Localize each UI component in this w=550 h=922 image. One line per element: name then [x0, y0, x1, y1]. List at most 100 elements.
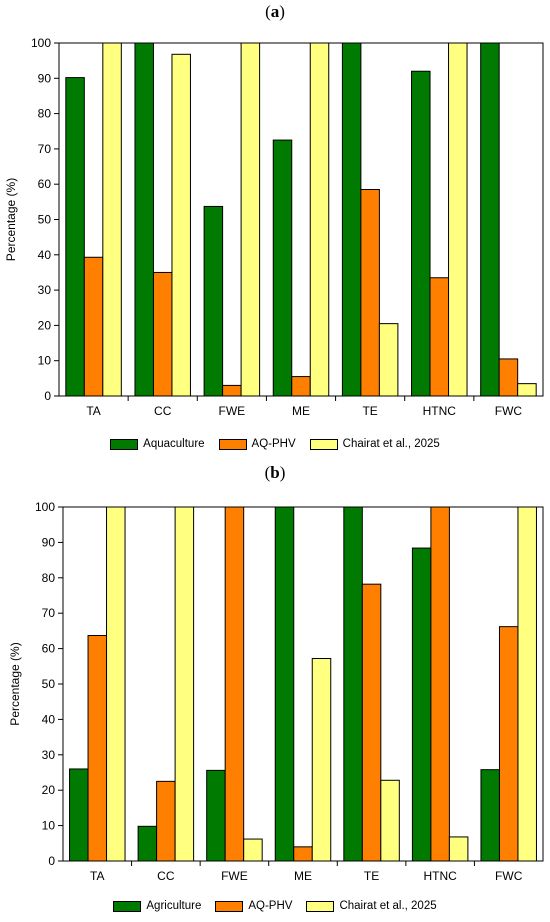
bar-aq-phv-htnc — [429, 277, 450, 397]
plot-frame — [58, 42, 544, 397]
x-tick-label: TE — [364, 869, 379, 883]
bar-aq-phv-te — [360, 188, 380, 397]
bar-agriculture-te — [343, 506, 363, 862]
bar-agriculture-fwc — [480, 769, 500, 862]
x-tick-label: CC — [154, 404, 172, 418]
bar-chairat-et-al-2025-me — [311, 658, 332, 862]
bar-agriculture-cc — [137, 825, 158, 862]
y-tick-label: 0 — [48, 854, 55, 868]
bar-aq-phv-cc — [156, 780, 176, 862]
legend-a: Aquaculture AQ-PHV Chairat et al., 2025 — [0, 438, 550, 450]
y-tick-label: 100 — [35, 500, 55, 514]
bar-chairat-et-al-2025-ta — [106, 506, 126, 862]
bar-aquaculture-htnc — [411, 70, 431, 397]
bar-chairat-et-al-2025-htnc — [448, 42, 468, 397]
legend-swatch — [113, 900, 142, 912]
bar-chairat-et-al-2025-me — [309, 42, 330, 397]
x-tick-label: HTNC — [423, 404, 457, 418]
bar-aq-phv-ta — [83, 256, 104, 397]
legend-swatch — [215, 900, 244, 912]
x-tick-label: TA — [90, 869, 104, 883]
panel-label-a: (a) — [265, 2, 285, 21]
bar-aquaculture-fwe — [203, 205, 224, 397]
bar-aq-phv-fwc — [498, 626, 519, 862]
x-tick-label: CC — [157, 869, 175, 883]
legend-item: AQ-PHV — [215, 900, 292, 912]
bar-aq-phv-cc — [152, 271, 173, 397]
x-tick-label: TA — [86, 404, 100, 418]
bar-chairat-et-al-2025-fwc — [517, 383, 537, 397]
bar-aq-phv-me — [293, 846, 313, 862]
y-tick-label: 0 — [44, 389, 51, 403]
bar-aq-phv-te — [361, 583, 382, 862]
legend-label: AQ-PHV — [251, 438, 296, 450]
bar-chairat-et-al-2025-htnc — [448, 836, 469, 862]
bar-chairat-et-al-2025-te — [380, 779, 400, 862]
x-tick-label: FWE — [221, 869, 248, 883]
x-tick-label: FWC — [495, 869, 523, 883]
bar-aq-phv-me — [291, 376, 311, 397]
legend-label: Aquaculture — [143, 438, 205, 450]
legend-item: Agriculture — [113, 900, 201, 912]
bar-chart-b: 0 10 20 30 40 50 60 70 80 90 100 Percentage (%) TA CC… — [8, 500, 544, 883]
y-tick-label: 20 — [38, 318, 52, 332]
y-tick-label: 70 — [42, 606, 56, 620]
y-tick-label: 90 — [42, 535, 56, 549]
bar-chairat-et-al-2025-fwe — [240, 42, 261, 397]
legend-item: Chairat et al., 2025 — [309, 438, 440, 450]
y-tick-label: 40 — [38, 248, 52, 262]
bar-agriculture-fwe — [206, 769, 226, 862]
x-tick-label: TE — [362, 404, 377, 418]
bar-agriculture-htnc — [411, 547, 432, 862]
x-tick-label: ME — [294, 869, 312, 883]
x-tick-label: FWC — [495, 404, 523, 418]
y-axis-label: Percentage (%) — [4, 178, 18, 261]
bar-aq-phv-ta — [87, 635, 108, 862]
bar-aquaculture-me — [272, 139, 293, 397]
y-tick-label: 40 — [42, 712, 56, 726]
x-tick-label: FWE — [219, 404, 246, 418]
y-tick-label: 100 — [31, 36, 51, 50]
y-tick-label: 50 — [42, 677, 56, 691]
legend-swatch — [218, 438, 247, 450]
bar-aq-phv-fwe — [222, 384, 242, 397]
y-tick-label: 60 — [38, 177, 52, 191]
y-tick-label: 10 — [42, 819, 56, 833]
panel-label-b: (b) — [264, 463, 286, 482]
bar-agriculture-me — [274, 506, 295, 862]
bar-chairat-et-al-2025-cc — [174, 506, 195, 862]
bar-aquaculture-fwc — [480, 42, 500, 397]
bar-chairat-et-al-2025-te — [378, 323, 399, 397]
y-tick-label: 60 — [42, 642, 56, 656]
y-tick-label: 70 — [38, 142, 52, 156]
bar-aq-phv-htnc — [430, 506, 450, 862]
y-tick-label: 50 — [38, 213, 52, 227]
y-tick-label: 80 — [38, 107, 52, 121]
legend-b: Agriculture AQ-PHV Chairat et al., 2025 — [0, 900, 550, 912]
bar-agriculture-ta — [69, 768, 89, 862]
bar-aq-phv-fwc — [498, 358, 519, 397]
x-tick-label: HTNC — [423, 869, 457, 883]
legend-item: Chairat et al., 2025 — [306, 900, 437, 912]
legend-item: AQ-PHV — [218, 438, 296, 450]
plot-frame — [62, 506, 544, 862]
x-tick-label: ME — [292, 404, 310, 418]
chart-panel-b: (b) 0 10 20 30 40 50 60 70 80 90 100 Percentage (%)… — [0, 461, 550, 922]
legend-label: Agriculture — [146, 900, 202, 912]
legend-swatch — [306, 900, 335, 912]
bar-chairat-et-al-2025-ta — [102, 42, 122, 397]
bar-aquaculture-cc — [134, 42, 154, 397]
bar-chairat-et-al-2025-cc — [171, 53, 191, 397]
legend-swatch — [309, 438, 338, 450]
legend-item: Aquaculture — [110, 438, 205, 450]
y-tick-label: 90 — [38, 71, 52, 85]
y-tick-label: 80 — [42, 571, 56, 585]
chart-panel-a: (a) 0 10 20 30 40 50 60 70 80 90 100 Percentage (%)… — [0, 2, 550, 450]
bar-chairat-et-al-2025-fwe — [243, 838, 263, 862]
y-tick-label: 20 — [42, 783, 56, 797]
legend-label: AQ-PHV — [248, 900, 293, 912]
bar-chairat-et-al-2025-fwc — [517, 506, 537, 862]
legend-label: Chairat et al., 2025 — [342, 438, 440, 450]
y-tick-label: 10 — [38, 354, 52, 368]
y-axis-label: Percentage (%) — [8, 642, 22, 725]
